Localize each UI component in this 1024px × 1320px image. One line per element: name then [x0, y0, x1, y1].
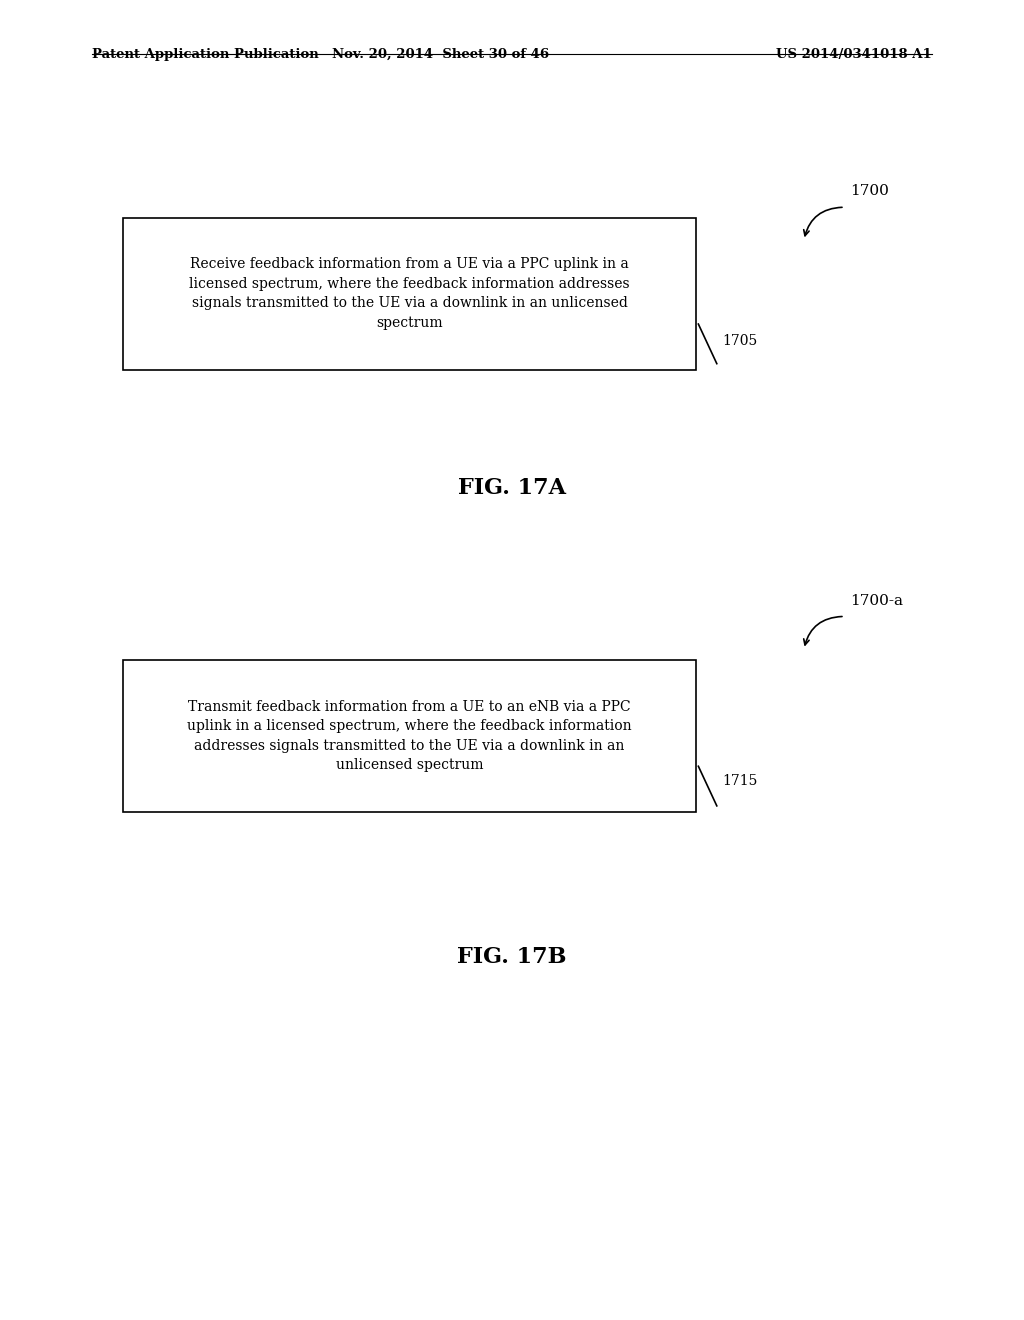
- Text: US 2014/0341018 A1: US 2014/0341018 A1: [776, 48, 932, 61]
- Text: 1700: 1700: [850, 185, 889, 198]
- Text: Receive feedback information from a UE via a PPC uplink in a
licensed spectrum, : Receive feedback information from a UE v…: [189, 257, 630, 330]
- Text: FIG. 17A: FIG. 17A: [458, 478, 566, 499]
- Text: Patent Application Publication: Patent Application Publication: [92, 48, 318, 61]
- Text: Nov. 20, 2014  Sheet 30 of 46: Nov. 20, 2014 Sheet 30 of 46: [332, 48, 549, 61]
- Text: Transmit feedback information from a UE to an eNB via a PPC
uplink in a licensed: Transmit feedback information from a UE …: [187, 700, 632, 772]
- Text: FIG. 17B: FIG. 17B: [458, 946, 566, 968]
- Text: 1705: 1705: [722, 334, 757, 347]
- Text: 1700-a: 1700-a: [850, 594, 903, 607]
- FancyBboxPatch shape: [123, 660, 696, 812]
- FancyBboxPatch shape: [123, 218, 696, 370]
- Text: 1715: 1715: [722, 775, 758, 788]
